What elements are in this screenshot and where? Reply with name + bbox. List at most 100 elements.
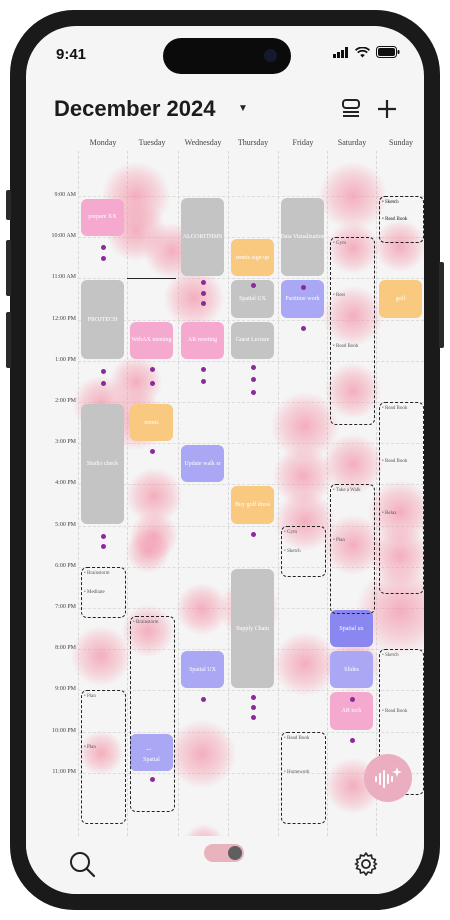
- time-label: 11:00 AM: [51, 274, 76, 281]
- event-block[interactable]: Supply Chain: [231, 568, 274, 689]
- todo-item[interactable]: • Brainstorm: [84, 570, 110, 576]
- event-title: Supply Chain: [236, 625, 269, 632]
- event-dot: [300, 325, 306, 331]
- grid-row-line: [78, 525, 424, 527]
- grid-row-line: [78, 566, 424, 568]
- todo-item[interactable]: • Read Book: [382, 458, 408, 464]
- todo-item[interactable]: • Read Book: [382, 406, 408, 411]
- todo-item[interactable]: • Sketch: [284, 548, 301, 554]
- event-block[interactable]: tennis: [130, 404, 173, 442]
- todo-item[interactable]: • Sketch: [382, 200, 399, 205]
- volume-up-button: [6, 240, 11, 296]
- todo-group[interactable]: [81, 566, 126, 619]
- heat-blob: [79, 731, 123, 775]
- todo-item[interactable]: • Read Book: [284, 735, 310, 741]
- todo-item[interactable]: • Take a Walk: [333, 488, 361, 494]
- heat-blob: [71, 626, 131, 686]
- event-dot: [200, 280, 206, 286]
- event-dot: [100, 369, 106, 375]
- time-label: 10:00 PM: [52, 727, 76, 734]
- todo-item[interactable]: • Sketch: [382, 200, 399, 205]
- mute-switch: [6, 190, 11, 220]
- event-dot: [149, 366, 155, 372]
- todo-group[interactable]: [330, 484, 375, 615]
- event-dot: [250, 531, 256, 537]
- plus-icon[interactable]: [376, 98, 398, 120]
- todo-item[interactable]: • Sketch: [382, 653, 399, 659]
- search-icon[interactable]: [68, 850, 96, 878]
- event-dot: [349, 696, 355, 702]
- todo-item[interactable]: • Relax: [382, 511, 397, 517]
- todo-item[interactable]: • Plan: [333, 537, 345, 543]
- todo-item[interactable]: • Rest: [333, 292, 345, 298]
- event-block[interactable]: AR meeting: [181, 321, 224, 359]
- event-block[interactable]: Buy golf dress: [231, 486, 274, 524]
- event-block[interactable]: Data Visualization: [281, 198, 324, 277]
- todo-group[interactable]: [330, 237, 375, 425]
- grid-row-line: [78, 360, 424, 362]
- event-title: Update walk sr: [184, 460, 221, 467]
- event-block[interactable]: golf: [379, 280, 422, 318]
- event-block[interactable]: Studio check: [81, 404, 124, 524]
- todo-item[interactable]: • Brainstorm: [133, 620, 159, 626]
- todo-group[interactable]: [379, 196, 424, 244]
- grid-column-line: [278, 151, 279, 841]
- time-label: 11:00 PM: [52, 768, 76, 775]
- time-label: 10:00 AM: [51, 233, 76, 240]
- event-block[interactable]: Guest Lecture: [231, 321, 274, 359]
- todo-item[interactable]: • Read Book: [382, 708, 408, 714]
- time-label: 2:00 PM: [55, 398, 76, 404]
- todo-item[interactable]: • Gym: [333, 241, 347, 247]
- gear-icon[interactable]: [352, 850, 380, 878]
- event-block[interactable]: Update walk sr: [181, 445, 224, 483]
- todo-item[interactable]: • Plan: [84, 694, 96, 700]
- ai-assistant-button[interactable]: [364, 754, 412, 802]
- event-dot: [250, 389, 256, 395]
- event-block[interactable]: Spatial UX: [181, 651, 224, 689]
- event-block[interactable]: Slides: [330, 651, 373, 689]
- time-label: 8:00 PM: [55, 645, 76, 652]
- todo-group[interactable]: [281, 731, 326, 825]
- todo-item[interactable]: • Read Book: [333, 344, 359, 350]
- event-block[interactable]: ALGORITHMS: [181, 198, 224, 277]
- todo-item[interactable]: • Homework: [284, 770, 310, 776]
- todo-group[interactable]: [379, 402, 424, 594]
- chevron-down-icon[interactable]: ▼: [238, 103, 248, 114]
- volume-down-button: [6, 312, 11, 368]
- day-header: Monday: [89, 138, 117, 147]
- event-dot: [200, 290, 206, 296]
- grid-row-line: [78, 690, 424, 692]
- grid-row-line: [78, 443, 424, 445]
- event-block[interactable]: tennis sign up: [231, 239, 274, 277]
- grid-row-line: [78, 278, 424, 280]
- event-title: Slides: [344, 666, 359, 673]
- event-dot: [250, 282, 256, 288]
- event-block[interactable]: Spatial: [130, 750, 173, 771]
- event-block[interactable]: PROJTECH: [81, 280, 124, 359]
- todo-item[interactable]: • Read Book: [382, 217, 408, 223]
- event-block[interactable]: Spatial ux: [330, 610, 373, 648]
- todo-item[interactable]: • Plan: [84, 745, 96, 751]
- event-dot: [100, 255, 106, 261]
- month-title[interactable]: December 2024: [54, 96, 216, 121]
- todo-group[interactable]: [81, 690, 126, 825]
- event-dot: [200, 696, 206, 702]
- event-block[interactable]: WebAX meeting: [130, 321, 173, 359]
- event-title: ALGORITHMS: [182, 234, 223, 241]
- todo-item[interactable]: • Read Book: [382, 217, 408, 223]
- heat-blob: [325, 363, 381, 419]
- event-block[interactable]: prepare XX: [81, 198, 124, 236]
- todo-group[interactable]: [130, 616, 175, 812]
- event-title: Spatial ux: [339, 625, 364, 632]
- current-time-line: [127, 278, 176, 280]
- calendar-stack-icon[interactable]: [340, 98, 362, 118]
- event-dot: [149, 381, 155, 387]
- dynamic-island: [163, 38, 291, 74]
- heat-blob: [168, 720, 236, 788]
- todo-item[interactable]: • Gym: [284, 529, 298, 535]
- todo-item[interactable]: • Meditate: [84, 589, 105, 595]
- todo-group[interactable]: [281, 525, 326, 578]
- event-dot: [250, 364, 256, 370]
- event-dot: [100, 245, 106, 251]
- view-toggle[interactable]: [204, 844, 244, 862]
